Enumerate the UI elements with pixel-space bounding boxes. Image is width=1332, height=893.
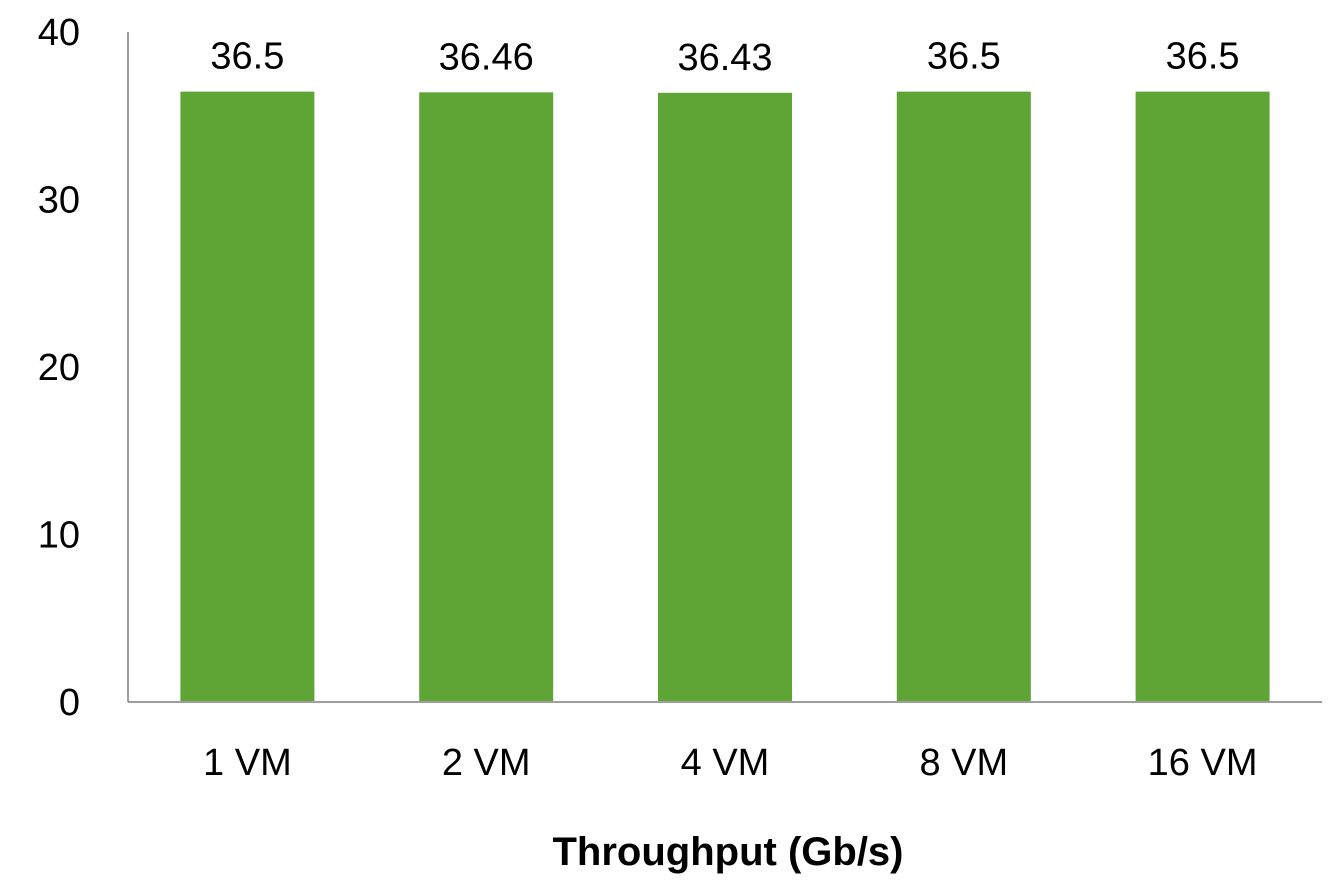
bar: [178, 89, 317, 703]
x-tick-label: 2 VM: [442, 742, 531, 784]
y-tick-label: 0: [59, 682, 80, 724]
x-tick-label: 16 VM: [1148, 742, 1258, 784]
axes: [127, 32, 1322, 703]
x-tick-label: 8 VM: [919, 742, 1008, 784]
bar: [894, 89, 1033, 703]
y-axis-ticks: 0 10 20 30 40: [38, 12, 80, 724]
x-axis-ticks: 1 VM 2 VM 4 VM 8 VM 16 VM: [203, 742, 1257, 784]
data-label: 36.5: [1166, 36, 1240, 78]
y-tick-label: 30: [38, 180, 80, 222]
y-tick-label: 20: [38, 347, 80, 389]
x-tick-label: 4 VM: [681, 742, 770, 784]
y-tick-label: 10: [38, 515, 80, 557]
data-label: 36.46: [439, 36, 534, 78]
data-label: 36.5: [927, 36, 1001, 78]
bar: [1133, 89, 1272, 703]
y-tick-label: 40: [38, 12, 80, 54]
bar: [417, 90, 556, 704]
x-axis-title: Throughput (Gb/s): [552, 830, 903, 874]
x-tick-label: 1 VM: [203, 742, 292, 784]
bar: [656, 90, 794, 704]
bars: [178, 89, 1272, 704]
data-label: 36.5: [210, 36, 284, 78]
data-labels: 36.5 36.46 36.43 36.5 36.5: [210, 36, 1239, 79]
data-label: 36.43: [677, 37, 772, 79]
